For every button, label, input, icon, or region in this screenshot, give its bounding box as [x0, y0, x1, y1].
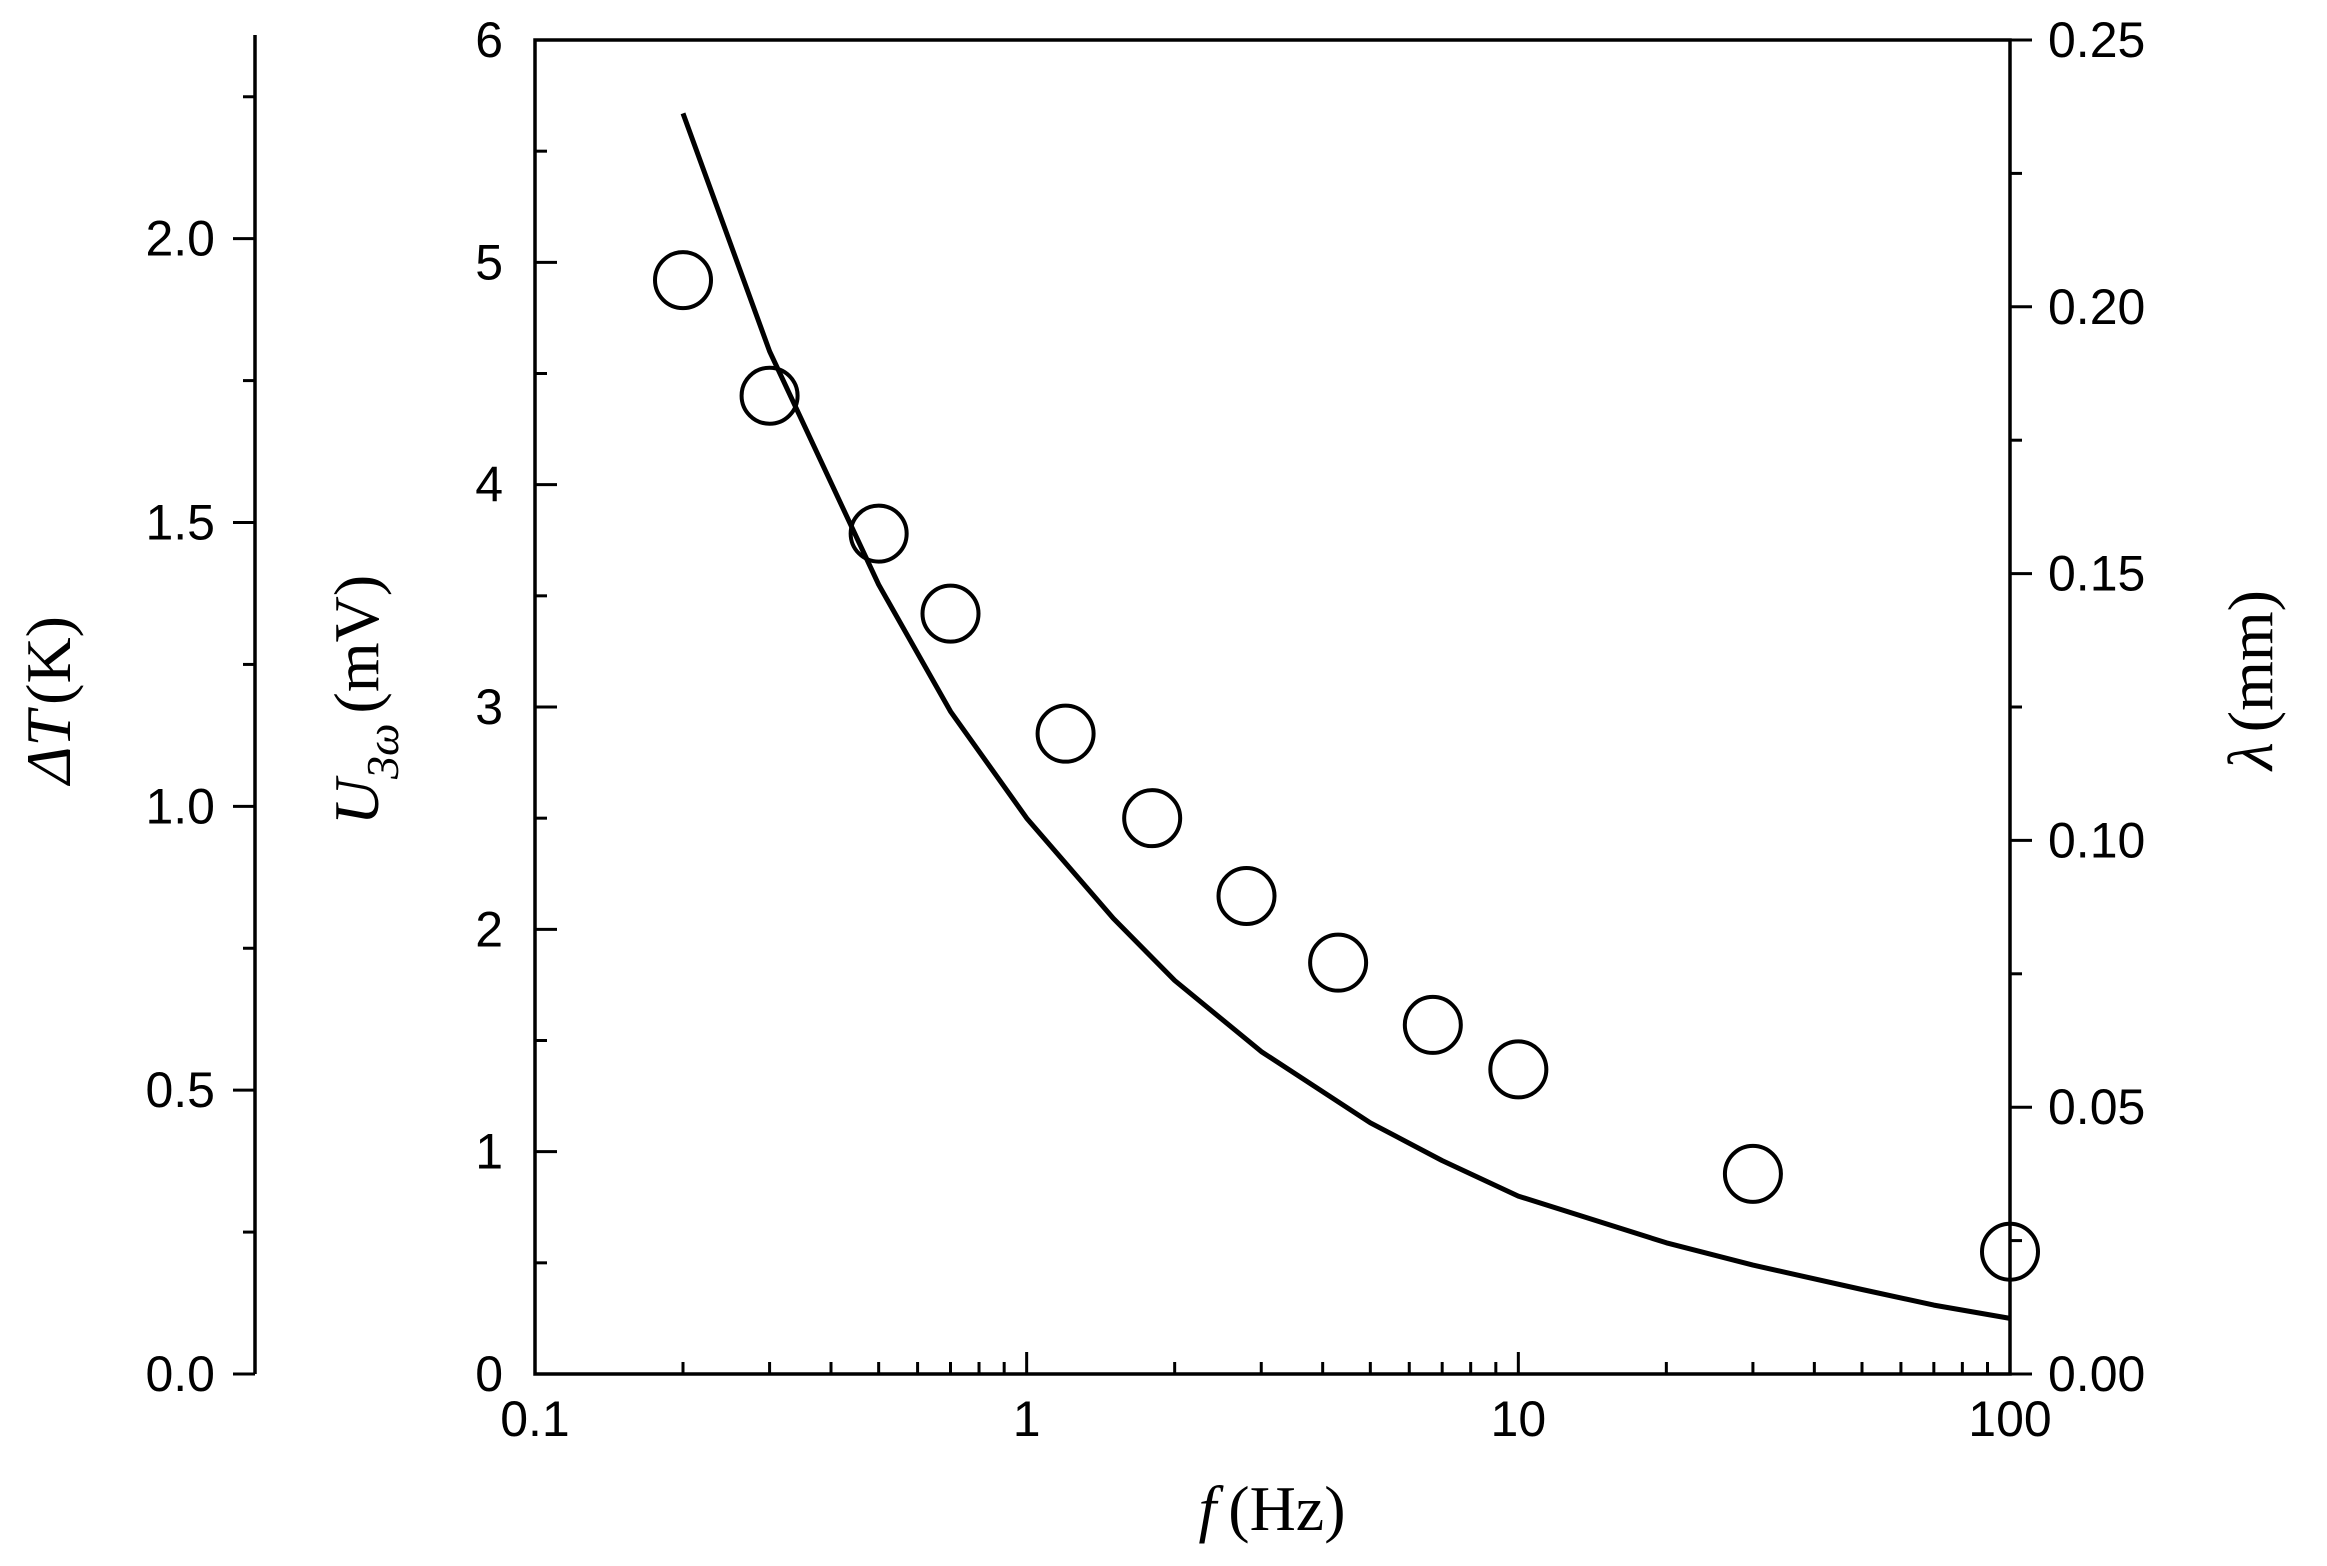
lambda-ticks: 0.00 0.05 0.10 0.15 0.20 0.25 [2010, 12, 2145, 1402]
data-point [1308, 932, 1369, 993]
data-point [848, 503, 909, 564]
lambda-axis-title: λ (mm) [2215, 590, 2286, 772]
u3w-tick-label: 6 [475, 12, 503, 68]
lambda-tick-label: 0.20 [2048, 279, 2145, 335]
x-tick-label: 10 [1491, 1391, 1547, 1447]
x-tick-label: 1 [1013, 1391, 1041, 1447]
u3w-tick-label: 1 [475, 1124, 503, 1180]
data-point [739, 365, 800, 426]
u3w-symbol: U [321, 775, 392, 825]
x-symbol: f [1198, 1473, 1224, 1544]
x-tick-label: 100 [1968, 1391, 2051, 1447]
delta-t-tick-label: 1.5 [145, 495, 215, 551]
x-axis-title: f (Hz) [1198, 1473, 1345, 1544]
u3w-tick-label: 4 [475, 457, 503, 513]
lambda-tick-label: 0.10 [2048, 812, 2145, 868]
model-curve [680, 112, 2011, 1321]
lambda-unit: (mm) [2215, 590, 2286, 732]
lambda-tick-label: 0.15 [2048, 546, 2145, 602]
data-point [1722, 1143, 1783, 1204]
lambda-tick-label: 0.05 [2048, 1079, 2145, 1135]
plot-frame [533, 38, 2012, 1376]
data-point [1488, 1039, 1549, 1100]
data-point [1402, 994, 1463, 1055]
u3w-ticks: 0 1 2 3 4 5 6 [475, 12, 557, 1402]
x-unit: (Hz) [1228, 1473, 1345, 1544]
data-point [1122, 788, 1183, 849]
lambda-tick-label: 0.00 [2048, 1346, 2145, 1402]
x-ticks: 0.1 1 10 100 [500, 1352, 2052, 1447]
data-point [1035, 703, 1096, 764]
u3w-tick-label: 0 [475, 1346, 503, 1402]
lambda-tick-label: 0.25 [2048, 12, 2145, 68]
u3w-subscript: 3ω [357, 723, 408, 779]
u3w-tick-label: 3 [475, 679, 503, 735]
delta-t-tick-label: 2.0 [145, 211, 215, 267]
series-layer [653, 112, 2040, 1321]
data-point [653, 250, 714, 311]
data-point [1216, 865, 1277, 926]
u3w-axis-title: U3ω (mV) [321, 575, 408, 825]
delta-t-axis-title: ΔT(K) [13, 616, 84, 787]
x-tick-label: 0.1 [500, 1391, 570, 1447]
delta-t-unit: (K) [13, 616, 84, 705]
u3w-unit: (mV) [321, 575, 392, 714]
u3w-tick-label: 5 [475, 234, 503, 290]
data-point [920, 583, 981, 644]
delta-t-tick-label: 0.5 [145, 1062, 215, 1118]
delta-t-tick-label: 0.0 [145, 1346, 215, 1402]
lambda-symbol: λ [2215, 742, 2286, 772]
delta-t-tick-label: 1.0 [145, 778, 215, 834]
data-point [1980, 1221, 2040, 1282]
u3w-tick-label: 2 [475, 901, 503, 957]
delta-t-symbol: ΔT [13, 706, 84, 787]
delta-t-axis: 0.0 0.5 1.0 1.5 2.0 ΔT(K) [13, 35, 257, 1402]
delta-t-ticks: 0.0 0.5 1.0 1.5 2.0 [145, 95, 255, 1402]
